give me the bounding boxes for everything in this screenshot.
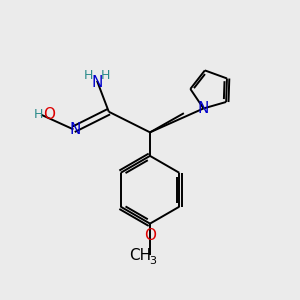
Text: N: N: [69, 122, 81, 137]
Text: N: N: [198, 101, 209, 116]
Text: H: H: [100, 69, 110, 82]
Text: CH: CH: [129, 248, 151, 263]
Text: O: O: [43, 107, 55, 122]
Text: H: H: [33, 108, 43, 121]
Text: H: H: [84, 69, 93, 82]
Text: 3: 3: [149, 256, 156, 266]
Text: N: N: [91, 75, 103, 90]
Text: O: O: [144, 228, 156, 243]
